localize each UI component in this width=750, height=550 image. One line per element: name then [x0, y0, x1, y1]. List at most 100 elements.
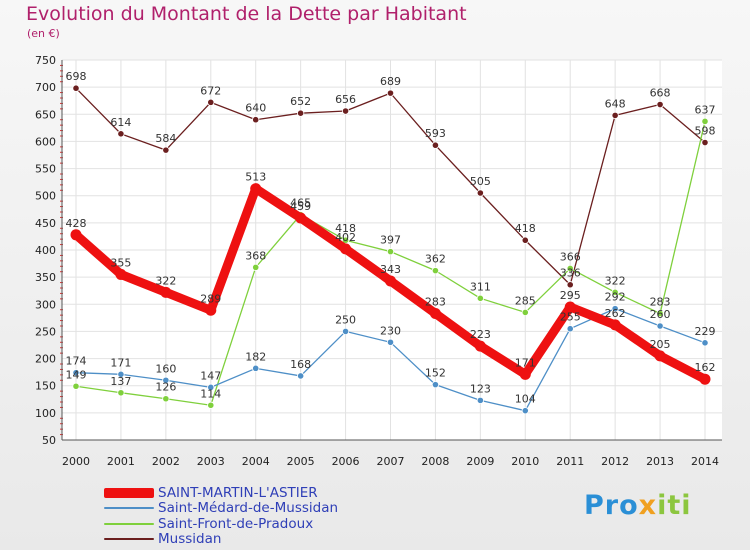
data-label-0: 283 [425, 296, 446, 309]
data-label-3: 505 [470, 175, 491, 188]
data-label-0: 402 [335, 231, 356, 244]
data-point-1 [611, 305, 619, 313]
legend-swatch [104, 538, 154, 540]
data-point-2 [611, 288, 619, 296]
data-point-0 [474, 340, 486, 352]
data-label-0: 459 [290, 200, 311, 213]
x-tick-label: 2001 [107, 455, 135, 468]
data-point-3 [207, 98, 215, 106]
data-point-0 [340, 243, 352, 255]
data-label-1: 171 [110, 356, 131, 369]
x-tick-label: 2011 [556, 455, 584, 468]
data-point-0 [205, 304, 217, 316]
data-label-0: 513 [245, 171, 266, 184]
y-tick-label: 200 [35, 353, 56, 366]
y-tick-label: 650 [35, 108, 56, 121]
y-tick-label: 700 [35, 81, 56, 94]
x-tick-label: 2010 [511, 455, 539, 468]
legend-label: Mussidan [158, 531, 222, 547]
legend-swatch [104, 522, 154, 525]
data-point-3 [611, 111, 619, 119]
data-point-2 [521, 308, 529, 317]
legend-item-0: SAINT-MARTIN-L'ASTIER [104, 484, 318, 501]
data-label-1: 255 [560, 311, 581, 324]
x-tick-label: 2005 [287, 455, 315, 468]
data-label-3: 689 [380, 75, 401, 88]
x-tick-label: 2008 [421, 455, 449, 468]
data-point-0 [699, 373, 711, 385]
y-tick-label: 750 [35, 54, 56, 67]
data-point-3 [341, 107, 350, 115]
data-point-3 [72, 84, 80, 92]
data-point-1 [117, 370, 125, 378]
data-label-3: 584 [155, 132, 176, 145]
data-point-0 [564, 301, 576, 313]
data-label-2: 126 [155, 381, 176, 394]
legend-item-3: Mussidan [104, 531, 222, 547]
data-point-0 [160, 286, 172, 298]
data-label-3: 336 [560, 267, 581, 280]
data-label-2: 362 [425, 253, 446, 266]
data-point-3 [566, 281, 574, 289]
x-tick-label: 2006 [332, 455, 360, 468]
data-point-3 [297, 109, 305, 117]
y-tick-label: 600 [35, 135, 56, 148]
x-tick-label: 2004 [242, 455, 270, 468]
data-point-1 [341, 327, 350, 336]
legend-item-2: Saint-Front-de-Pradoux [104, 516, 313, 532]
data-label-2: 114 [200, 387, 221, 400]
data-label-2: 397 [380, 234, 401, 247]
y-tick-label: 400 [35, 244, 56, 257]
data-label-0: 289 [200, 292, 221, 305]
x-tick-label: 2007 [377, 455, 405, 468]
data-label-1: 174 [66, 355, 87, 368]
data-point-3 [521, 236, 529, 244]
legend-label: SAINT-MARTIN-L'ASTIER [158, 484, 318, 501]
data-label-2: 465 [290, 197, 311, 210]
data-label-0: 295 [560, 289, 581, 302]
data-label-1: 147 [200, 369, 221, 382]
brand-part-1: Pro [584, 490, 639, 521]
data-point-2 [656, 309, 664, 318]
data-point-1 [162, 376, 170, 384]
data-point-1 [431, 381, 440, 389]
data-label-2: 366 [560, 250, 581, 263]
data-label-0: 162 [695, 361, 716, 374]
x-tick-label: 2013 [646, 455, 674, 468]
data-label-2: 637 [695, 103, 716, 116]
data-point-3 [386, 89, 395, 97]
data-point-2 [162, 395, 170, 403]
x-tick-label: 2003 [197, 455, 225, 468]
data-point-1 [566, 325, 574, 333]
x-tick-label: 2014 [691, 455, 719, 468]
data-point-1 [72, 369, 80, 377]
chart-title: Evolution du Montant de la Dette par Hab… [26, 3, 467, 25]
x-tick-label: 2012 [601, 455, 629, 468]
y-tick-label: 350 [35, 271, 56, 284]
data-label-3: 640 [245, 102, 266, 115]
data-point-2 [566, 264, 574, 273]
data-label-3: 672 [200, 84, 221, 97]
data-label-2: 149 [66, 368, 87, 381]
data-label-1: 104 [515, 393, 536, 406]
data-point-0 [295, 212, 307, 224]
brand-part-2: x [638, 490, 658, 521]
data-point-1 [521, 407, 529, 415]
data-label-3: 652 [290, 95, 311, 108]
y-tick-label: 300 [35, 298, 56, 311]
data-point-0 [385, 275, 396, 287]
data-label-3: 598 [695, 125, 716, 138]
legend-label: Saint-Médard-de-Mussidan [158, 500, 339, 516]
data-label-2: 311 [470, 280, 491, 293]
chart-unit: (en €) [27, 27, 60, 40]
y-tick-label: 450 [35, 217, 56, 230]
data-point-2 [701, 117, 709, 125]
data-point-3 [162, 146, 170, 154]
data-label-0: 262 [605, 307, 626, 320]
legend-swatch [104, 487, 154, 498]
data-label-1: 123 [470, 382, 491, 395]
data-point-3 [701, 138, 709, 147]
data-label-3: 593 [425, 127, 446, 140]
